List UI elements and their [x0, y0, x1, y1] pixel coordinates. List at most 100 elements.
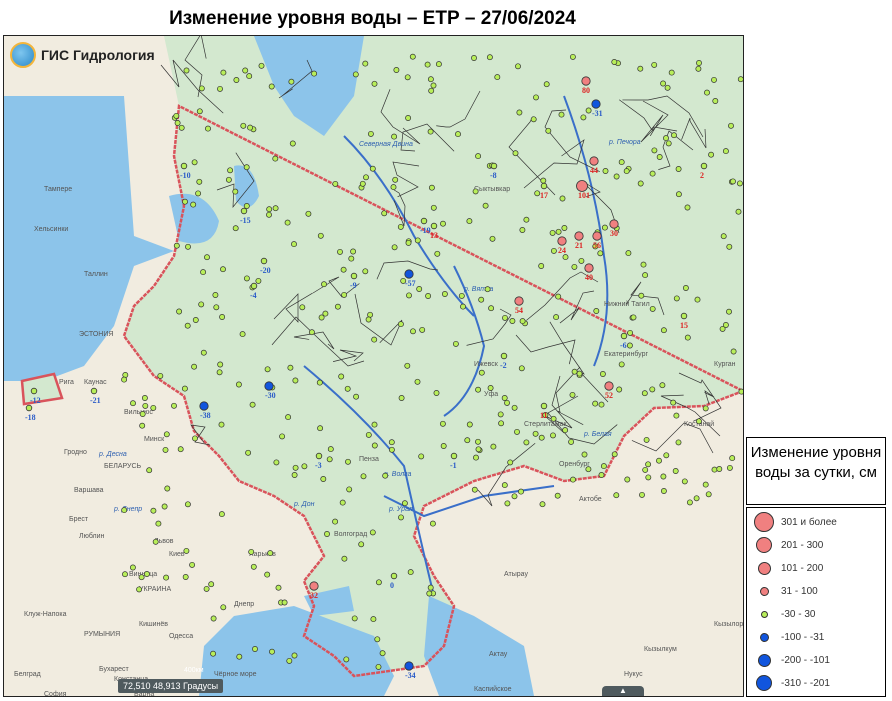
- station-marker: [242, 67, 249, 74]
- station-value: -18: [25, 413, 36, 422]
- station-marker: [275, 584, 282, 591]
- station-marker: [236, 653, 243, 660]
- station-marker: [343, 656, 350, 663]
- legend-marker: [754, 512, 774, 532]
- station-marker: [239, 331, 246, 338]
- station-marker: [334, 303, 341, 310]
- city-label: Кызылкум: [644, 646, 677, 653]
- station-marker: [173, 112, 180, 119]
- station-marker: [694, 296, 701, 303]
- map-view[interactable]: Тампере Хельсинки Таллин ЭСТОНИЯ Рига Каунас В…: [3, 35, 744, 697]
- river-label: р. Печора: [608, 139, 641, 146]
- map-canvas[interactable]: Тампере Хельсинки Таллин ЭСТОНИЯ Рига Каунас В…: [4, 36, 743, 696]
- legend-marker: [759, 632, 769, 642]
- city-label: Сыктывкар: [474, 186, 510, 193]
- station-marker: [183, 67, 190, 74]
- station-marker: [208, 581, 215, 588]
- station-marker: [142, 402, 149, 409]
- station-marker: [414, 378, 421, 385]
- station-marker: [301, 463, 308, 470]
- station-marker: [656, 154, 663, 160]
- station-marker: [726, 464, 733, 471]
- scale-bar: 400км: [184, 667, 204, 674]
- chevron-up-icon[interactable]: ▲: [602, 686, 644, 696]
- station-marker: [341, 555, 348, 562]
- station-marker: [475, 153, 482, 160]
- station-marker: [665, 140, 672, 147]
- city-label: Белград: [14, 671, 41, 678]
- station-marker: [427, 584, 434, 591]
- legend-label: 301 и более: [781, 516, 837, 528]
- station-marker: [232, 225, 239, 232]
- station-marker: [219, 314, 226, 320]
- station-marker: [327, 446, 334, 453]
- station-marker-normal: [500, 352, 508, 360]
- station-marker: [645, 461, 652, 468]
- station-value: -30: [265, 391, 276, 400]
- station-marker: [558, 111, 565, 118]
- station-marker: [726, 308, 732, 315]
- station-marker: [371, 80, 378, 87]
- station-value: 15: [680, 321, 688, 330]
- station-marker-rise: [609, 219, 619, 229]
- station-marker: [308, 329, 315, 336]
- station-value: -15: [240, 216, 251, 225]
- station-marker: [163, 431, 170, 438]
- station-marker: [539, 501, 546, 508]
- station-marker: [177, 446, 184, 453]
- station-marker: [321, 281, 327, 288]
- station-marker: [613, 492, 620, 499]
- station-marker: [174, 120, 181, 126]
- station-value: -20: [260, 266, 271, 275]
- station-marker: [287, 364, 294, 371]
- station-marker-fall: [591, 99, 601, 109]
- station-marker: [216, 369, 223, 376]
- white-sea: [254, 36, 364, 136]
- city-label: Каспийское: [474, 685, 512, 693]
- station-marker: [497, 411, 504, 418]
- station-marker: [511, 404, 518, 411]
- station-marker: [637, 65, 644, 72]
- station-marker: [398, 514, 404, 521]
- station-marker-fall: [404, 661, 414, 671]
- station-marker-normal: [30, 387, 38, 395]
- station-marker: [146, 467, 153, 474]
- station-marker: [161, 503, 168, 510]
- region-border: [477, 443, 536, 507]
- station-marker: [651, 147, 658, 154]
- station-marker-rise: [574, 231, 584, 241]
- station-marker: [538, 434, 545, 441]
- station-marker: [189, 561, 196, 568]
- city-label: Екатеринбург: [604, 350, 648, 358]
- station-marker-rise: [557, 236, 567, 246]
- legend-label: -100 - -31: [781, 631, 825, 643]
- station-marker: [122, 571, 128, 578]
- city-label: Киев: [169, 551, 185, 558]
- legend-label: -310 - -201: [781, 677, 830, 689]
- station-value: -31: [592, 109, 603, 118]
- station-marker: [592, 243, 599, 250]
- station-marker: [682, 285, 689, 291]
- region-border: [271, 316, 365, 367]
- station-marker-rise: [309, 581, 319, 591]
- station-marker: [218, 421, 225, 428]
- station-marker: [643, 436, 650, 443]
- station-marker: [381, 210, 388, 217]
- legend-item: -200 - -101: [747, 650, 887, 670]
- station-value: -19: [420, 226, 431, 235]
- station-marker: [550, 247, 557, 254]
- station-marker: [559, 195, 566, 202]
- city-label: Стерлитамак: [524, 421, 567, 428]
- station-marker: [426, 590, 433, 597]
- station-marker: [581, 451, 588, 458]
- station-marker: [695, 65, 702, 72]
- station-marker-rise: [589, 156, 599, 166]
- station-marker: [642, 466, 649, 473]
- station-marker-fall: [404, 269, 414, 279]
- station-marker: [176, 308, 183, 315]
- station-marker: [409, 53, 416, 60]
- region-border: [273, 292, 313, 323]
- station-marker: [673, 412, 680, 419]
- city-label: УКРАИНА: [139, 586, 171, 593]
- city-label: Нижний Тагил: [604, 300, 650, 308]
